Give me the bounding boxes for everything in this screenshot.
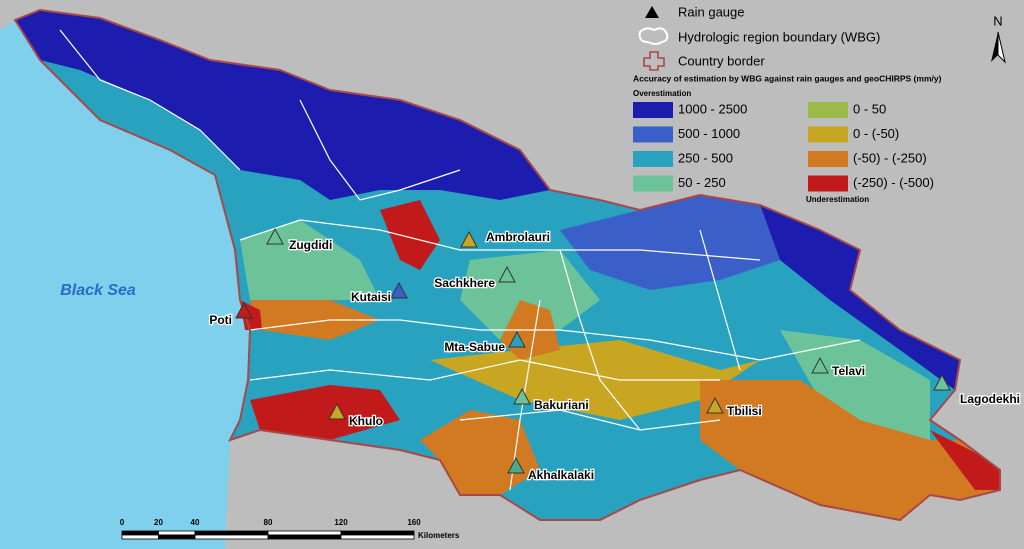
legend-label: Rain gauge (678, 4, 745, 19)
legend-class-label: 1000 - 2500 (678, 101, 747, 116)
rain-gauge (513, 387, 531, 405)
station-label: Telavi (832, 364, 865, 378)
station-label: Mta-Sabue (444, 340, 505, 354)
hydro-boundary (239, 219, 761, 261)
rain-gauge (460, 230, 478, 248)
legend-swatch (633, 126, 673, 143)
legend-swatch (808, 126, 848, 143)
scale-segment (267, 530, 342, 536)
rain-gauge (933, 373, 951, 391)
rain-gauge (498, 265, 516, 283)
legend-title: Accuracy of estimation by WBG against ra… (633, 73, 942, 83)
scale-tick-label: 120 (334, 518, 348, 527)
hydro-boundary (249, 319, 861, 361)
scale-segment (267, 534, 342, 540)
station-label: Ambrolauri (486, 230, 550, 244)
hydro-boundary (299, 99, 461, 201)
legend-border-icon (643, 51, 665, 71)
hydro-boundary (249, 359, 720, 381)
legend-note: Overestimation (633, 89, 691, 98)
scale-unit: Kilometers (418, 531, 460, 540)
scale-bar: 0 20 40 80 120 160 Kilometers (120, 518, 460, 540)
north-arrow: N (991, 13, 1006, 64)
hydro-boundary (699, 229, 741, 371)
rain-gauge (328, 402, 346, 420)
rain-gauge (706, 396, 724, 414)
rain-gauges: Zugdidi Ambrolauri Sachkhere Kutaisi Poti Mta… (208, 227, 1021, 483)
legend-swatch (633, 151, 673, 167)
zone-neg (430, 340, 760, 420)
north-label: N (993, 13, 1002, 28)
legend-swatch (808, 151, 848, 167)
scale-segment (158, 530, 196, 536)
zone-high (15, 10, 550, 200)
legend-swatch (808, 102, 848, 118)
station-label: Zugdidi (289, 238, 332, 252)
station-label: Sachkhere (434, 276, 495, 290)
scale-segment (340, 530, 415, 536)
station-label: Bakuriani (534, 398, 589, 412)
legend-class-label: 0 - 50 (853, 101, 886, 116)
rain-gauge (507, 456, 525, 474)
rain-gauge (266, 227, 284, 245)
legend: Rain gauge Hydrologic region boundary (W… (633, 4, 942, 204)
station-label: Tbilisi (727, 404, 762, 418)
legend-gauge-icon (645, 6, 659, 18)
legend-class-label: (-50) - (-250) (853, 150, 927, 165)
zone-dry (250, 385, 400, 440)
north-arrow-right (997, 31, 1006, 64)
legend-swatch (633, 175, 673, 192)
legend-swatch (808, 175, 848, 192)
hydro-boundary (559, 249, 641, 431)
scale-tick-label: 20 (154, 518, 163, 527)
legend-label: Country border (678, 53, 765, 68)
station-label: Kutaisi (351, 290, 391, 304)
scale-segment (340, 534, 415, 540)
hydro-boundary (59, 29, 241, 171)
scale-segment (121, 530, 159, 536)
zone-low (460, 250, 600, 340)
zone-high (760, 205, 960, 390)
legend-note: Underestimation (806, 195, 869, 204)
legend-class-label: (-250) - (-500) (853, 175, 934, 190)
scale-segment (194, 534, 269, 540)
rain-gauge (390, 281, 408, 299)
scale-tick-label: 160 (407, 518, 421, 527)
scale-tick-label: 80 (264, 518, 273, 527)
zone-neg-strong (250, 300, 380, 340)
zone-neg-strong (420, 410, 540, 495)
zone-dry (380, 200, 440, 270)
zone-dry (930, 430, 1000, 490)
legend-label: Hydrologic region boundary (WBG) (678, 29, 880, 44)
scale-segment (158, 534, 196, 540)
hydro-boundaries (59, 29, 861, 491)
legend-swatch (633, 102, 673, 118)
station-label: Lagodekhi (960, 392, 1020, 406)
rain-gauge (235, 301, 253, 319)
legend-class-label: 250 - 500 (678, 150, 733, 165)
legend-class-label: 50 - 250 (678, 175, 726, 190)
country-border (13, 8, 1001, 522)
scale-segment (194, 530, 269, 536)
hydro-boundary (459, 409, 721, 431)
zone-low (780, 330, 930, 440)
legend-class-label: 0 - (-50) (853, 126, 899, 141)
station-label: Poti (209, 313, 232, 327)
station-label: Khulo (349, 414, 383, 428)
scale-segment (121, 534, 159, 540)
sea-label: Black Sea (60, 282, 136, 299)
north-arrow-left (991, 32, 998, 62)
scale-tick-label: 0 (120, 518, 125, 527)
station-label: Akhalkalaki (528, 468, 594, 482)
scale-tick-label: 40 (191, 518, 200, 527)
rain-gauge (508, 330, 526, 348)
rain-gauge (811, 356, 829, 374)
sea (0, 20, 250, 549)
legend-class-label: 500 - 1000 (678, 126, 740, 141)
legend-hydro-icon (638, 27, 669, 45)
zone-mid (560, 195, 780, 290)
